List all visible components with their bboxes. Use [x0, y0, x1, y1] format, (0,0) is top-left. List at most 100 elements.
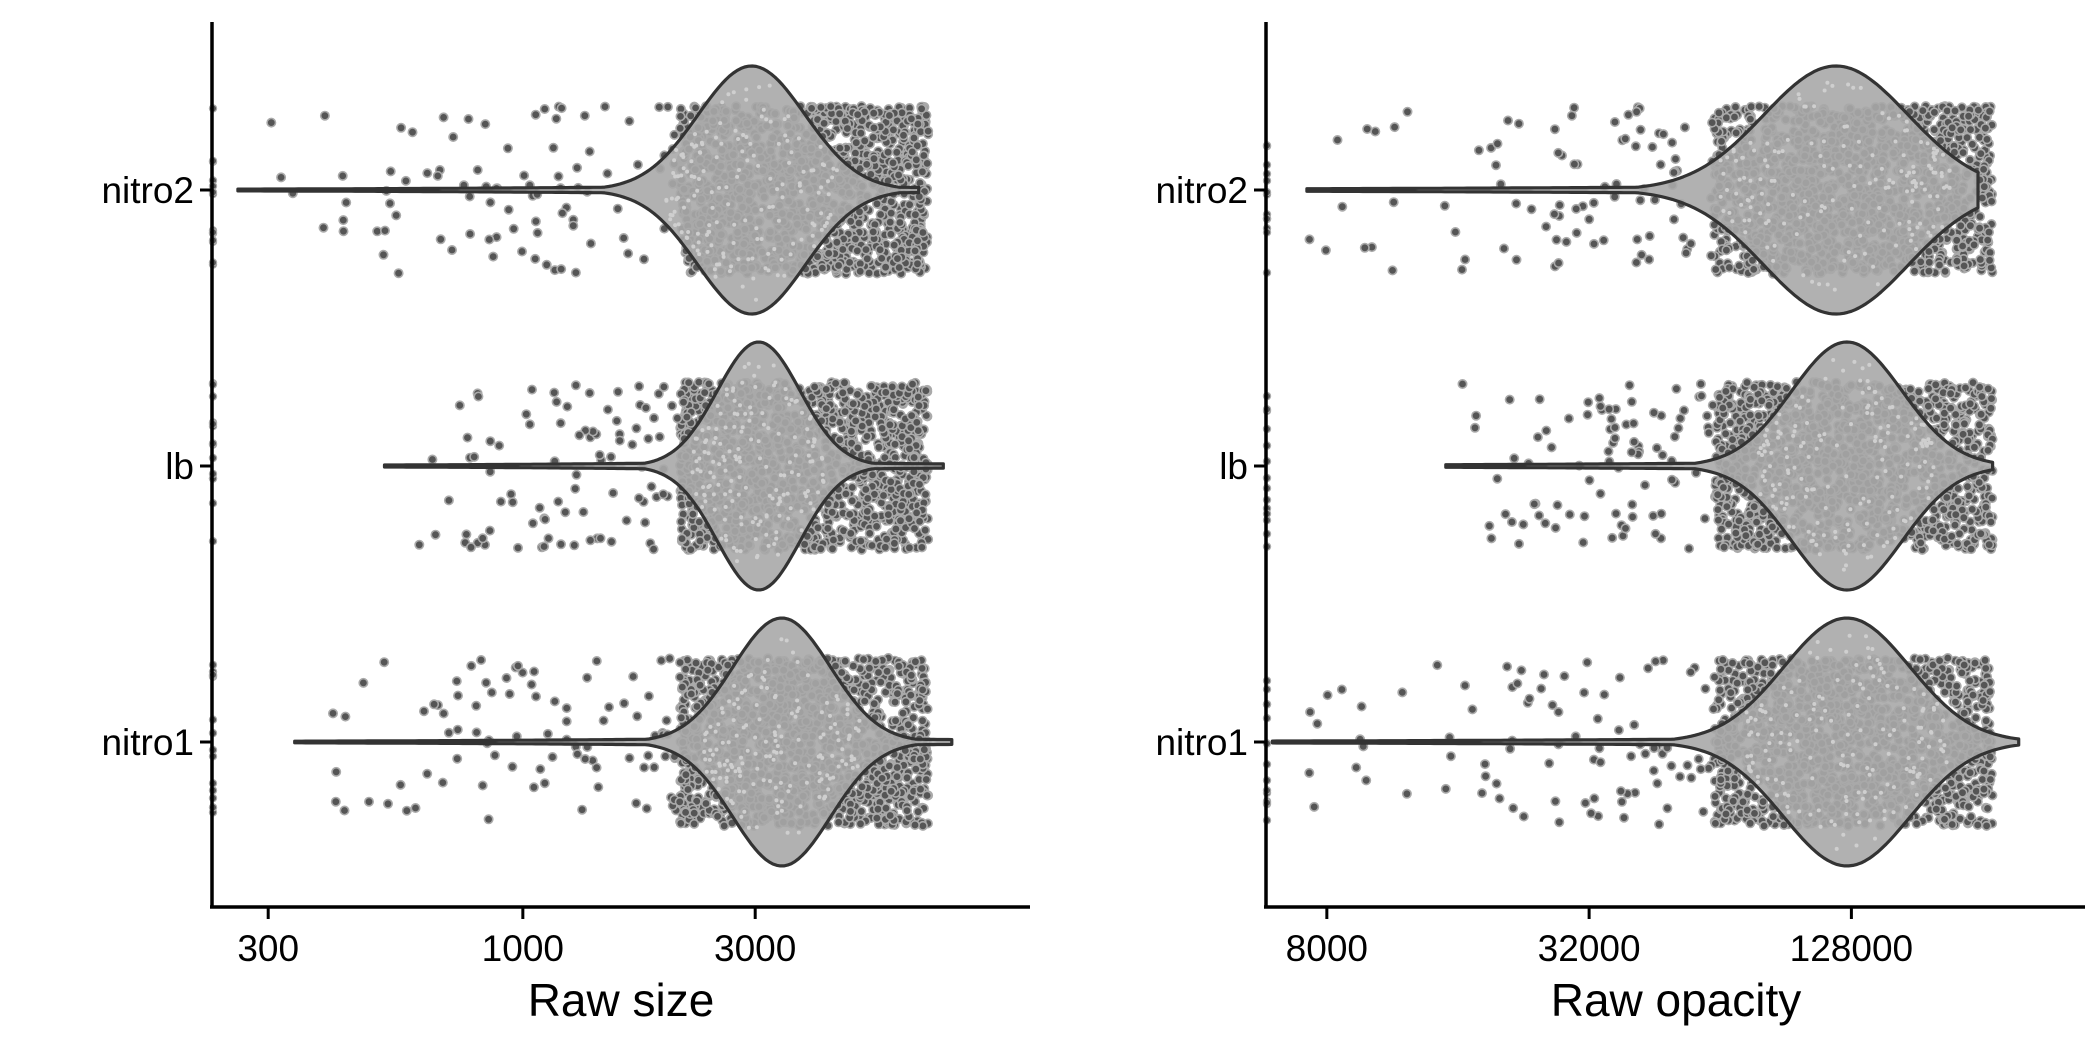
data-point	[892, 762, 903, 773]
violin-speckle-dot	[761, 422, 766, 427]
data-point	[875, 244, 886, 255]
violin-speckle-dot	[826, 192, 831, 197]
violin-speckle-dot	[772, 749, 777, 754]
data-point	[860, 680, 871, 691]
data-point	[831, 237, 842, 248]
violin-speckle-dot	[696, 240, 701, 245]
violin-speckle-dot	[746, 361, 751, 366]
data-point	[582, 672, 593, 683]
data-point	[676, 712, 687, 723]
violin-speckle-dot	[853, 726, 858, 731]
violin-speckle-dot	[739, 522, 744, 527]
violin-speckle-dot	[756, 163, 761, 168]
data-point	[859, 696, 870, 707]
violin-speckle-dot	[777, 496, 782, 501]
data-point	[504, 688, 515, 699]
violin-speckle-dot	[753, 735, 758, 740]
violin-speckle-dot	[835, 697, 840, 702]
data-point	[631, 423, 642, 434]
violin-speckle-dot	[725, 796, 730, 801]
data-point	[561, 703, 572, 714]
data-point	[833, 817, 844, 828]
violin-speckle-dot	[826, 787, 831, 792]
violin-speckle-dot	[723, 492, 728, 497]
violin-speckle-dot	[743, 411, 748, 416]
violin-speckle-dot	[764, 513, 769, 518]
data-point	[570, 267, 581, 278]
violin-speckle-dot	[748, 405, 753, 410]
violin-speckle-dot	[746, 825, 751, 830]
violin-speckle-dot	[714, 220, 719, 225]
violin-speckle-dot	[764, 532, 769, 537]
data-point	[916, 103, 927, 114]
data-point	[640, 402, 651, 413]
data-point	[662, 101, 673, 112]
violin-speckle-dot	[796, 706, 801, 711]
data-point	[664, 653, 675, 664]
violin-speckle-dot	[798, 804, 803, 809]
data-point	[917, 227, 928, 238]
data-point	[624, 116, 635, 127]
violin-speckle-dot	[799, 189, 803, 194]
violin-speckle-dot	[690, 470, 695, 475]
violin-speckle-dot	[720, 740, 725, 745]
data-point	[551, 396, 562, 407]
data-point	[909, 819, 920, 830]
violin-speckle-dot	[676, 195, 680, 200]
violin-speckle-dot	[689, 142, 694, 147]
violin-speckle-dot	[737, 475, 742, 480]
data-point	[884, 110, 895, 121]
data-point	[884, 419, 895, 430]
data-point	[694, 516, 705, 527]
violin-speckle-dot	[703, 738, 707, 743]
data-point	[898, 130, 909, 141]
data-point	[885, 229, 896, 240]
violin-speckle-dot	[717, 262, 722, 267]
violin-speckle-dot	[740, 380, 745, 385]
violin-speckle-dot	[732, 683, 737, 688]
data-point	[524, 419, 535, 430]
violin-speckle-dot	[736, 766, 741, 771]
data-point	[555, 418, 566, 429]
violin-speckle-dot	[693, 132, 697, 137]
violin-speckle-dot	[729, 799, 733, 803]
data-point	[921, 774, 932, 785]
data-point	[528, 782, 539, 793]
data-point	[923, 126, 934, 137]
violin-nitro1	[293, 616, 954, 868]
violin-speckle-dot	[799, 237, 804, 242]
violin-speckle-dot	[762, 677, 767, 682]
data-point	[862, 253, 873, 264]
data-point	[633, 493, 644, 504]
violin-speckle-dot	[744, 97, 749, 102]
data-point	[640, 517, 651, 528]
data-point	[618, 233, 629, 244]
violin-speckle-dot	[818, 753, 823, 758]
violin-speckle-dot	[793, 714, 798, 719]
violin-speckle-dot	[721, 251, 726, 256]
violin-speckle-dot	[831, 166, 836, 171]
data-point	[501, 672, 512, 683]
data-point	[512, 542, 523, 553]
data-point	[855, 266, 866, 277]
violin-speckle-dot	[739, 429, 744, 434]
data-point	[418, 706, 429, 717]
data-point	[812, 522, 823, 533]
data-point	[480, 119, 491, 130]
data-point	[677, 682, 688, 693]
data-point	[868, 132, 879, 143]
violin-speckle-dot	[680, 152, 685, 157]
data-point	[539, 541, 550, 552]
violin-speckle-dot	[728, 489, 733, 494]
violin-speckle-dot	[714, 747, 719, 752]
data-point	[827, 413, 838, 424]
violin-speckle-dot	[746, 257, 751, 262]
data-point	[864, 528, 875, 539]
data-point	[911, 417, 922, 428]
data-point	[570, 483, 581, 494]
data-point	[823, 248, 834, 259]
data-point	[849, 684, 860, 695]
data-point	[572, 749, 583, 760]
violin-speckle-dot	[756, 439, 761, 444]
